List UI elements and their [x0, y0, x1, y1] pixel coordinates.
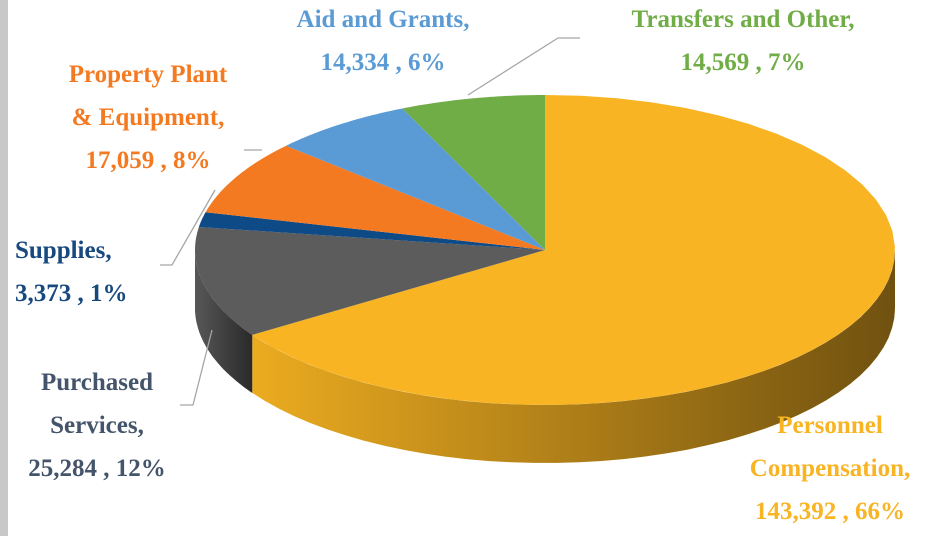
value-label: 17,059 — [86, 147, 155, 174]
data-label: Transfers and Other, 14,569 , 7% — [632, 6, 855, 76]
category-label: Transfers and Other, — [632, 6, 855, 33]
category-label: Supplies, — [15, 237, 112, 264]
pie-tops — [195, 95, 895, 405]
data-label: Supplies, 3,373 , 1% — [15, 237, 128, 307]
separator: , — [749, 49, 768, 76]
category-label: Purchased — [41, 369, 153, 396]
value-label: 14,569 — [681, 49, 750, 76]
value-label: 3,373 — [15, 280, 71, 307]
percent-label: 6% — [408, 49, 446, 76]
category-label: Property Plant — [69, 61, 228, 88]
leader-line — [180, 329, 213, 406]
data-labels: Personnel Compensation, 143,392 , 66% Purch… — [15, 6, 910, 525]
leader-lines — [160, 37, 580, 406]
slice-side-shade — [252, 250, 895, 463]
slice-side-shade — [195, 250, 253, 393]
separator: , — [389, 49, 408, 76]
value-label: 143,392 — [755, 498, 836, 525]
separator: , — [71, 280, 90, 307]
slice — [195, 227, 545, 335]
category-label: Services, — [50, 412, 144, 439]
slice — [205, 145, 545, 250]
value-label: 14,334 — [321, 49, 390, 76]
value-label: 25,284 — [28, 455, 97, 482]
percent-label: 8% — [173, 147, 211, 174]
leader-line — [467, 37, 580, 96]
slice — [402, 95, 545, 250]
percent-label: 12% — [116, 455, 166, 482]
percent-label: 66% — [855, 498, 905, 525]
data-label: Aid and Grants, 14,334 , 6% — [297, 6, 470, 76]
percent-label: 1% — [90, 280, 128, 307]
category-label: Compensation, — [750, 455, 910, 482]
category-label: Aid and Grants, — [297, 6, 470, 33]
leader-line — [160, 189, 216, 266]
separator: , — [97, 455, 116, 482]
pie-sides — [195, 250, 895, 463]
data-label: Property Plant & Equipment, 17,059 , 8% — [69, 61, 228, 174]
separator: , — [154, 147, 173, 174]
category-label: Personnel — [777, 412, 883, 439]
left-border — [0, 0, 8, 536]
slice — [252, 95, 895, 405]
data-label: Personnel Compensation, 143,392 , 66% — [750, 412, 910, 525]
data-label: Purchased Services, 25,284 , 12% — [28, 369, 166, 482]
slice — [286, 108, 545, 250]
percent-label: 7% — [768, 49, 806, 76]
slice — [198, 212, 545, 250]
category-label: & Equipment, — [72, 104, 225, 131]
separator: , — [836, 498, 855, 525]
